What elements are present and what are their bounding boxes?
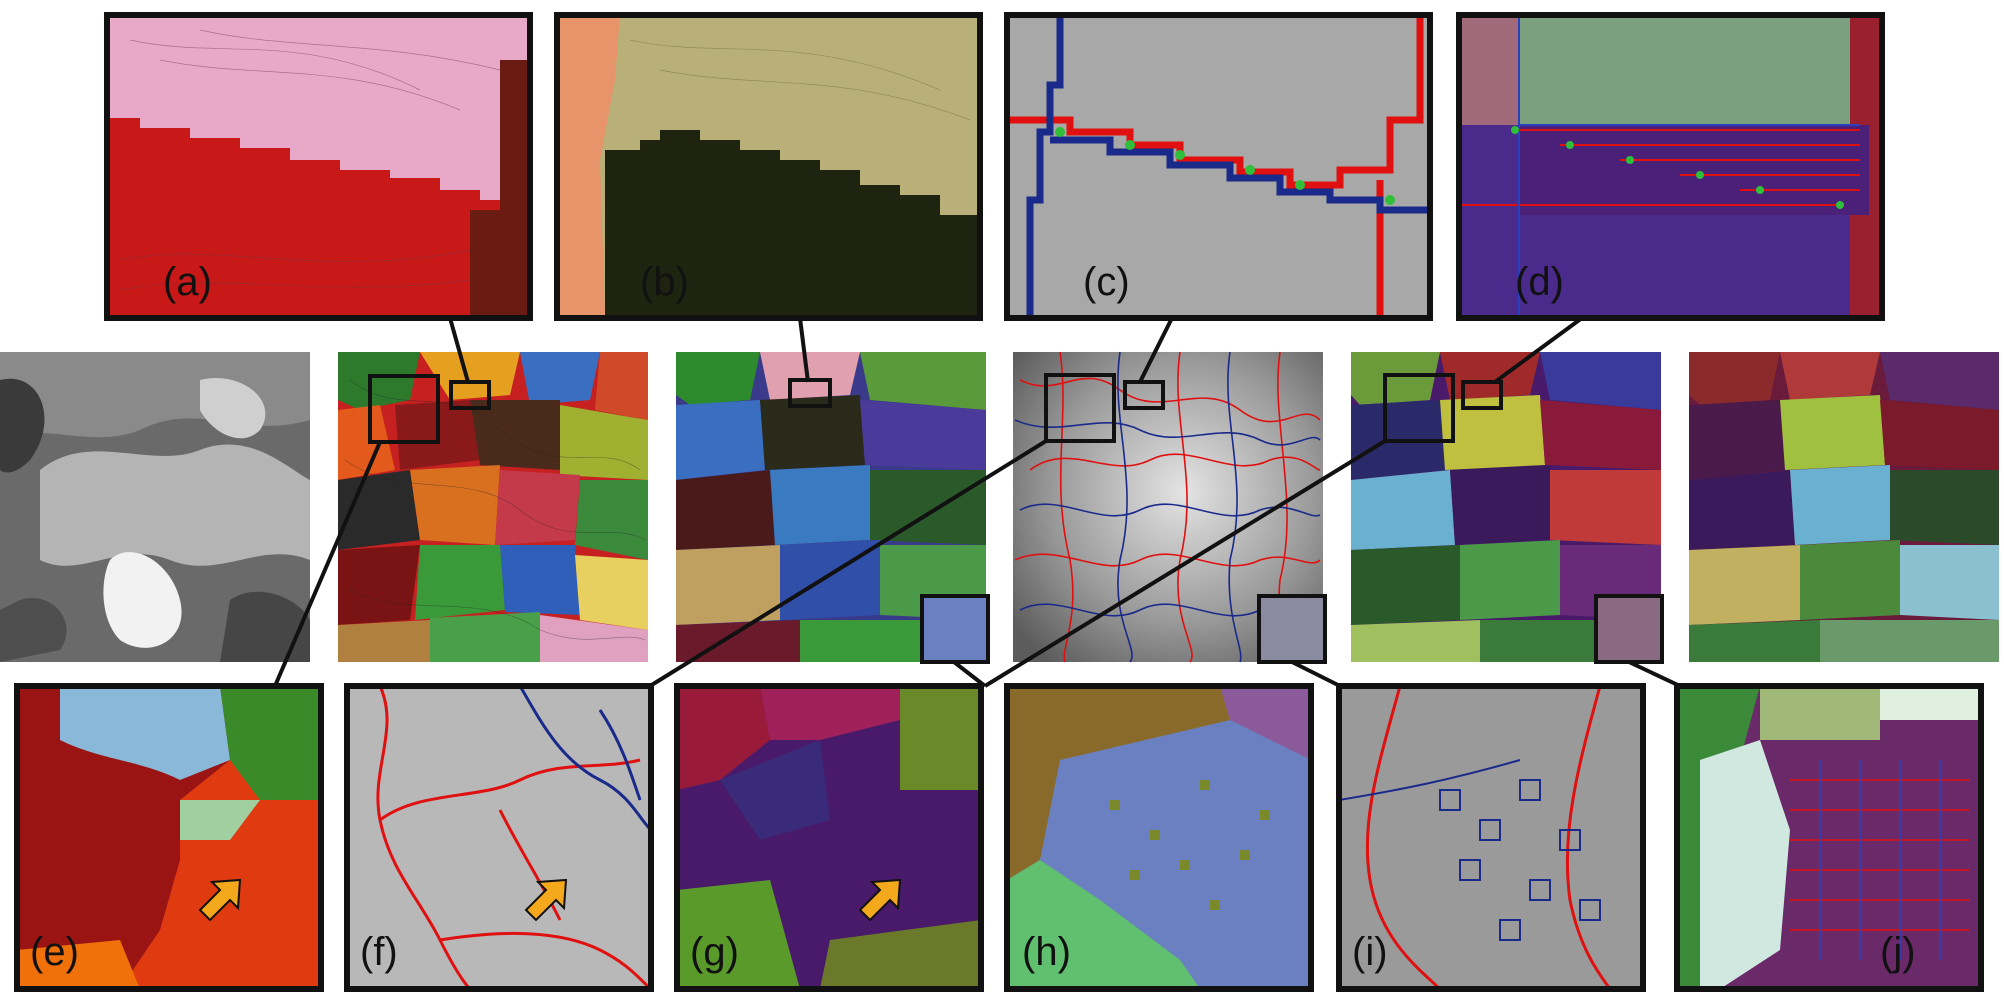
panel-c: (c) [1004,12,1433,321]
segmentation-image-1 [338,352,648,662]
selection-boxes [368,373,1503,444]
panel-c-label: (c) [1083,260,1130,304]
arrow-icon [198,878,242,922]
panel-a: (a) [104,12,533,321]
panel-h: (h) [1004,683,1314,992]
panel-f-label: (f) [360,930,398,974]
segmentation-image-3 [1351,352,1664,664]
panel-b: (b) [554,12,983,321]
panel-a-label: (a) [163,260,212,304]
panel-i: (i) [1336,683,1646,992]
panel-e-label: (e) [30,930,79,974]
source-field-image [0,352,310,662]
arrow-icon [524,878,568,922]
panel-g-label: (g) [690,930,739,974]
panel-j-label: (j) [1880,930,1916,974]
boundary-image [1013,351,1327,664]
panel-d: (d) [1456,12,1885,321]
panel-h-label: (h) [1022,930,1071,974]
panel-b-label: (b) [640,260,689,304]
panel-f: (f) [344,683,654,992]
panel-j: (j) [1674,683,1984,992]
panel-d-label: (d) [1515,260,1564,304]
segmentation-image-4 [1689,352,1999,662]
connector-lines [273,316,1681,688]
panel-e: (e) [14,683,324,992]
segmentation-image-2 [676,352,990,664]
panel-i-label: (i) [1352,930,1388,974]
panel-g: (g) [674,683,984,992]
arrow-icon [858,878,902,922]
